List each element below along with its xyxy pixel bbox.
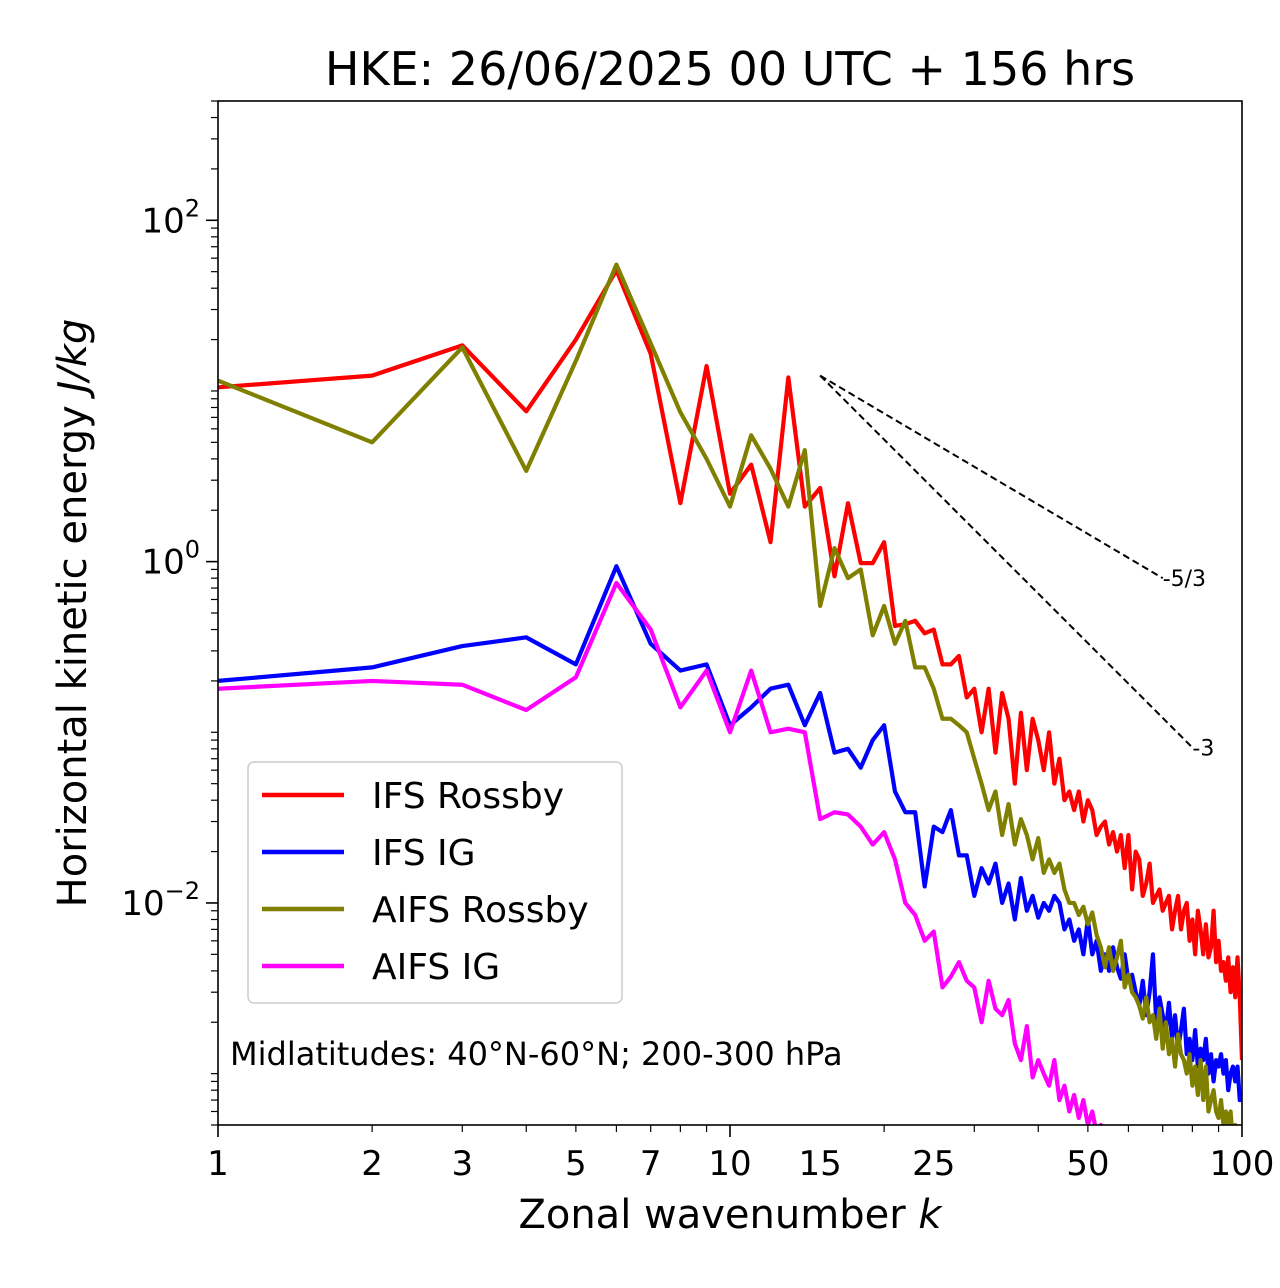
y-tick-base: 10 (141, 543, 184, 583)
x-tick-label: 25 (912, 1144, 955, 1184)
y-axis-label: Horizontal kinetic energy J/kg (50, 319, 96, 908)
series-line-ifs-rossby (218, 268, 1242, 1061)
x-tick-labels: 1 2 3 5 7 10 15 25 50 100 (207, 1144, 1274, 1184)
series-layer (218, 262, 1242, 1125)
y-tick-label: 100 (141, 536, 200, 583)
y-axis-label-text: Horizontal kinetic energy (50, 405, 96, 907)
series-line-aifs-rossby (218, 262, 1238, 1125)
y-tick-label: 10−2 (121, 877, 200, 924)
x-tick-label: 5 (565, 1144, 587, 1184)
y-tick-base: 10 (141, 201, 184, 241)
x-tick-label: 50 (1066, 1144, 1109, 1184)
series-line-aifs-ig (218, 580, 1103, 1125)
x-tick-label: 2 (361, 1144, 383, 1184)
reference-slope-line (819, 374, 1164, 580)
y-axis-label-units: J/kg (50, 319, 96, 400)
x-tick-label: 100 (1210, 1144, 1275, 1184)
y-tick-exponent: 2 (185, 194, 200, 222)
legend-label: AIFS IG (372, 947, 500, 988)
y-tick-exponent: −2 (165, 877, 200, 905)
y-tick-base: 10 (121, 884, 164, 924)
legend-label: AIFS Rossby (372, 890, 589, 931)
x-axis-label: Zonal wavenumber k (518, 1192, 943, 1238)
axis-ticks (206, 100, 1243, 1137)
x-tick-label: 3 (451, 1144, 473, 1184)
x-axis-label-text: Zonal wavenumber (518, 1192, 906, 1238)
legend: IFS Rossby IFS IG AIFS Rossby AIFS IG (247, 761, 623, 1004)
x-tick-label: 1 (207, 1144, 229, 1184)
plot-frame (217, 100, 1243, 1126)
region-annotation: Midlatitudes: 40°N-60°N; 200-300 hPa (230, 1035, 843, 1073)
reference-slope-label: -3 (1192, 737, 1214, 762)
reference-slopes: -5/3 -3 (819, 374, 1214, 762)
x-tick-label: 10 (708, 1144, 751, 1184)
y-tick-label: 102 (141, 194, 200, 241)
reference-slope-label: -5/3 (1163, 567, 1206, 592)
series-line-ifs-ig (218, 564, 1242, 1103)
x-tick-label: 7 (640, 1144, 662, 1184)
legend-label: IFS Rossby (372, 776, 564, 817)
y-tick-exponent: 0 (185, 536, 200, 564)
chart-title: HKE: 26/06/2025 00 UTC + 156 hrs (325, 42, 1135, 96)
x-axis-label-k: k (918, 1192, 943, 1238)
legend-label: IFS IG (372, 833, 476, 874)
legend-box (247, 761, 623, 1004)
x-tick-label: 15 (799, 1144, 842, 1184)
